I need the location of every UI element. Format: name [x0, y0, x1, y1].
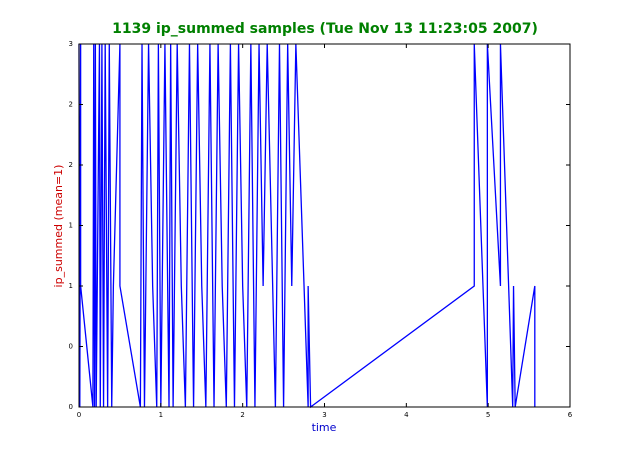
y-tick-label: 0	[69, 403, 73, 411]
x-tick-label: 2	[240, 411, 244, 419]
y-tick-label: 0	[69, 343, 73, 351]
y-tick-label: 3	[69, 40, 73, 48]
x-tick-label: 3	[322, 411, 326, 419]
chart-title: 1139 ip_summed samples (Tue Nov 13 11:23…	[112, 21, 538, 37]
x-tick-label: 4	[404, 411, 409, 419]
x-tick-label: 6	[568, 411, 573, 419]
x-tick-label: 0	[77, 411, 81, 419]
y-axis-label: ip_summed (mean=1)	[52, 165, 65, 288]
x-tick-label: 1	[159, 411, 163, 419]
x-axis-label: time	[312, 421, 337, 434]
y-tick-label: 1	[69, 282, 73, 290]
y-tick-label: 2	[69, 161, 73, 169]
y-tick-label: 1	[69, 222, 73, 230]
x-tick-label: 5	[486, 411, 490, 419]
y-tick-label: 2	[69, 101, 73, 109]
